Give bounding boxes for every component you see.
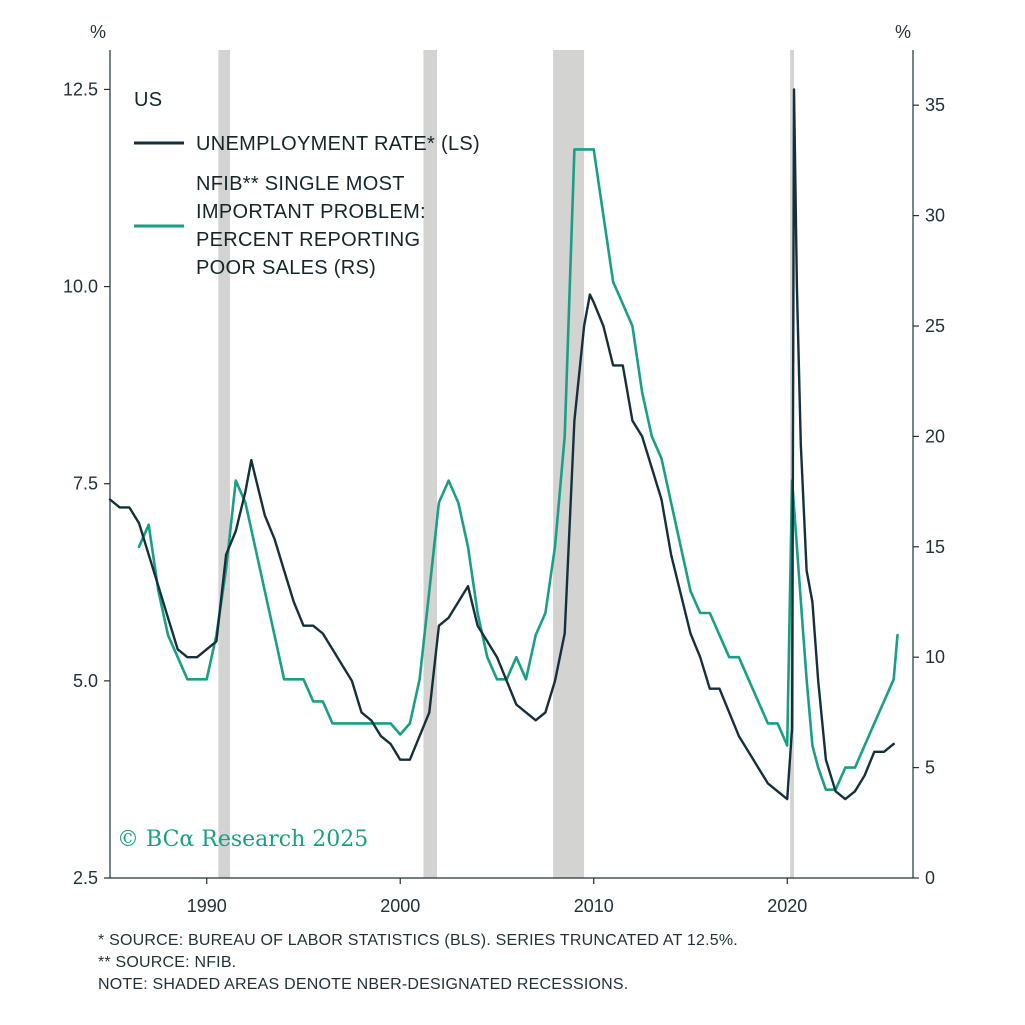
footnotes: * SOURCE: BUREAU OF LABOR STATISTICS (BL… — [98, 930, 998, 996]
footnote-recessions: NOTE: SHADED AREAS DENOTE NBER-DESIGNATE… — [98, 976, 629, 993]
axes — [109, 50, 914, 879]
right-tick-label: 25 — [925, 316, 945, 336]
right-tick-label: 0 — [925, 868, 935, 888]
recession-band-1 — [423, 50, 438, 878]
unemployment-rate-line — [108, 88, 895, 801]
footnote-bls: * SOURCE: BUREAU OF LABOR STATISTICS (BL… — [98, 932, 738, 949]
left-tick-label: 2.5 — [73, 868, 98, 888]
legend-label-nfib-line1: NFIB** SINGLE MOST — [196, 173, 405, 195]
left-tick-label: 5.0 — [73, 671, 98, 691]
copyright-watermark: © BCα Research 2025 — [117, 827, 368, 852]
legend-label-nfib-line4: POOR SALES (RS) — [196, 257, 376, 279]
right-axis-ticks: 0 5 10 15 20 25 30 35 — [913, 95, 945, 888]
right-tick-label: 30 — [925, 206, 945, 226]
x-tick-label: 2000 — [380, 896, 420, 916]
left-axis-ticks: 2.5 5.0 7.5 10.0 12.5 — [63, 79, 110, 888]
x-axis-ticks: 1990 2000 2010 2020 — [187, 878, 807, 916]
right-tick-label: 15 — [925, 537, 945, 557]
left-axis-unit: % — [90, 22, 106, 42]
x-tick-label: 2020 — [767, 896, 807, 916]
legend-label-nfib-line3: PERCENT REPORTING — [196, 229, 420, 251]
legend-label-unemployment: UNEMPLOYMENT RATE* (LS) — [196, 133, 480, 155]
series-lines — [108, 88, 899, 801]
right-tick-label: 20 — [925, 426, 945, 446]
x-tick-label: 1990 — [187, 896, 227, 916]
right-axis-unit: % — [895, 22, 911, 42]
footnote-nfib: ** SOURCE: NFIB. — [98, 954, 237, 971]
legend-label-nfib-line2: IMPORTANT PROBLEM: — [196, 201, 426, 223]
legend: US UNEMPLOYMENT RATE* (LS) NFIB** SINGLE… — [134, 89, 480, 279]
chart: 2.5 5.0 7.5 10.0 12.5 0 5 10 15 20 25 30 35 1990 200… — [63, 22, 945, 916]
left-tick-label: 12.5 — [63, 79, 98, 99]
right-tick-label: 5 — [925, 758, 935, 778]
recession-band-0 — [218, 50, 230, 878]
recession-band-2 — [553, 50, 585, 878]
right-tick-label: 35 — [925, 95, 945, 115]
x-tick-label: 2010 — [574, 896, 614, 916]
left-tick-label: 10.0 — [63, 277, 98, 297]
right-tick-label: 10 — [925, 647, 945, 667]
panel-label: US — [134, 89, 162, 111]
left-tick-label: 7.5 — [73, 474, 98, 494]
